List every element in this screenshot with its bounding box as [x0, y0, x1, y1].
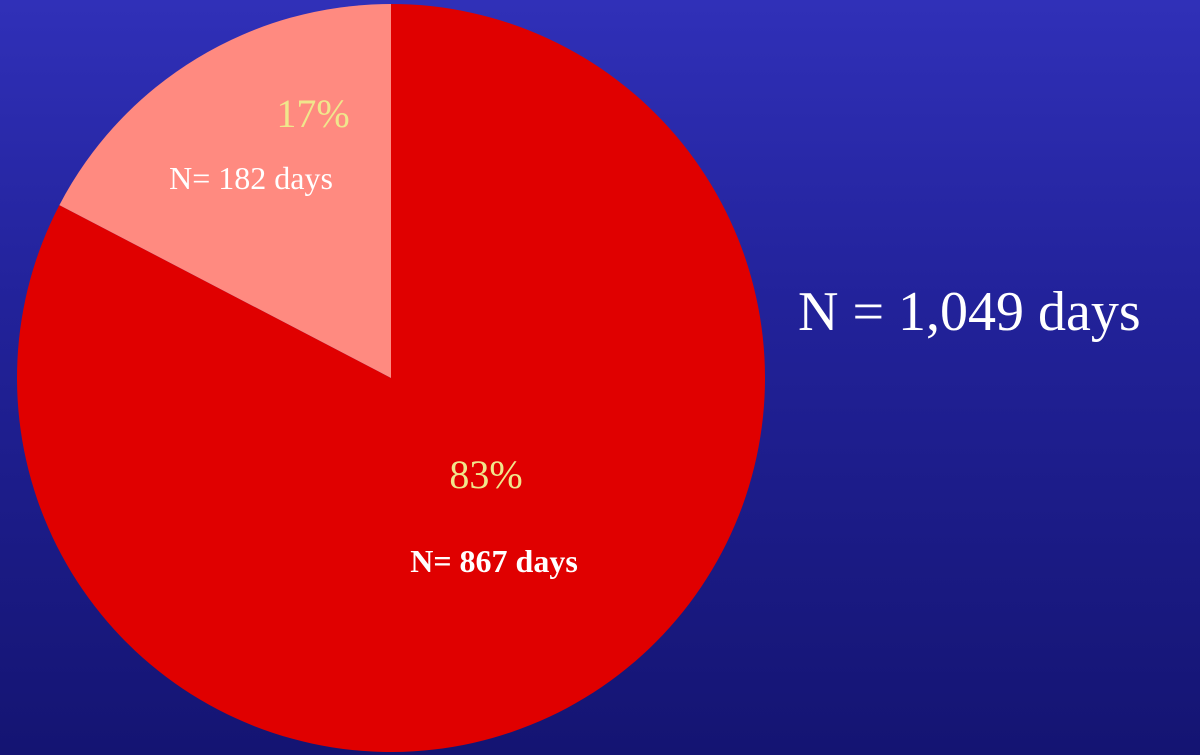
pie-slice-867: [17, 4, 766, 753]
pie-slices: [17, 4, 766, 753]
total-count-label: N = 1,049 days: [798, 281, 1141, 343]
slice-count-label: N= 867 days: [410, 543, 578, 579]
pie-slice-182: [59, 4, 391, 378]
slice-percent-label: 17%: [276, 91, 349, 136]
slice-count-label: N= 182 days: [169, 160, 333, 196]
slice-percent-label: 83%: [449, 452, 522, 497]
pie-labels: 83% N= 867 days 17% N= 182 days: [169, 91, 578, 579]
